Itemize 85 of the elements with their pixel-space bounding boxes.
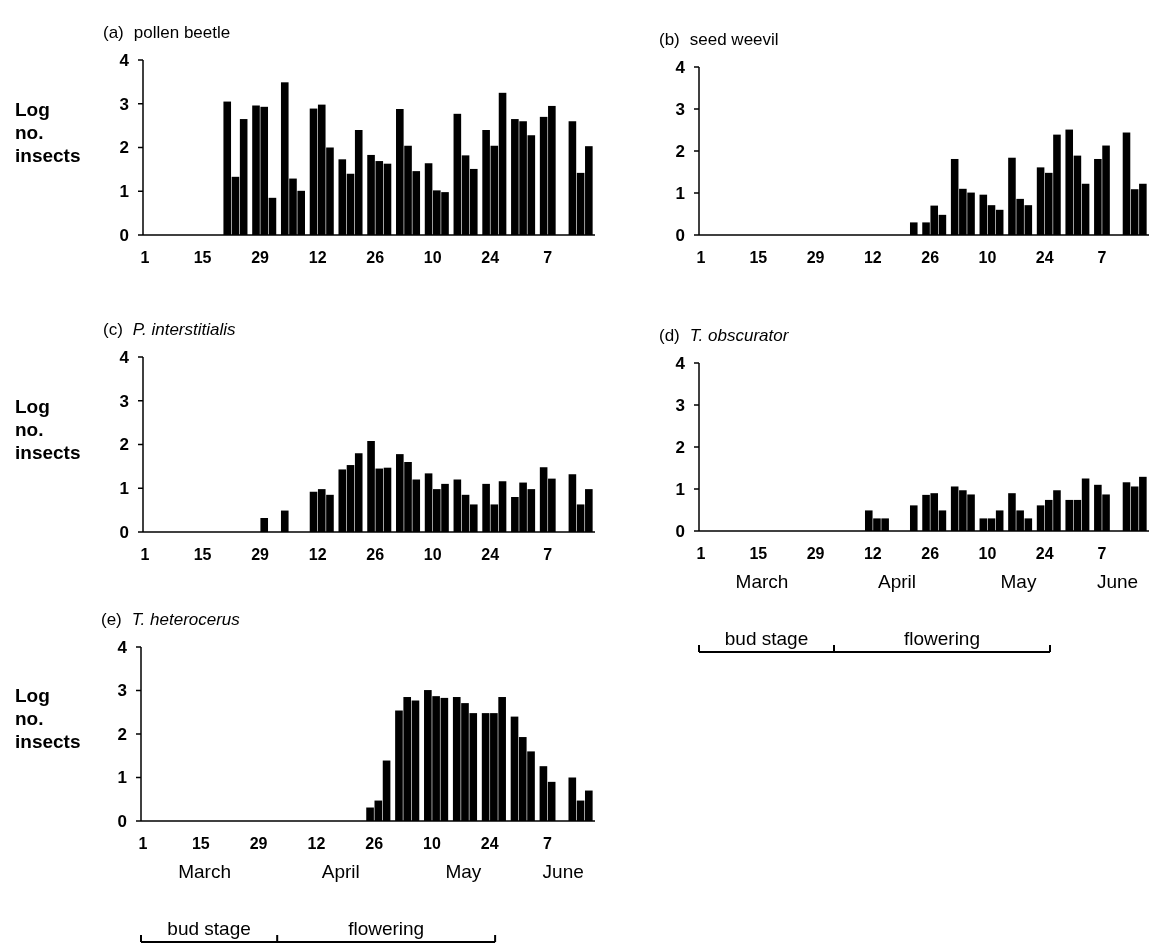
x-tick-label: 1 <box>696 545 706 562</box>
text: March <box>735 571 789 592</box>
text: March <box>178 861 231 882</box>
x-tick-label: 7 <box>543 546 553 563</box>
y-tick-label: 2 <box>675 141 685 161</box>
chart-title: (e) T. heterocerus <box>101 610 241 629</box>
text: April <box>321 861 360 882</box>
x-tick-label: 24 <box>1035 545 1054 562</box>
y-tick-label: 2 <box>119 435 129 455</box>
text: June <box>542 861 584 882</box>
x-tick-label: 24 <box>481 546 500 563</box>
y-tick-label: 3 <box>675 99 685 119</box>
x-tick-label: 1 <box>138 835 148 852</box>
y-tick-label: 0 <box>119 225 129 245</box>
x-tick-label: 7 <box>1097 545 1107 562</box>
y-tick-label: 0 <box>675 225 685 245</box>
y-tick-label: 4 <box>119 50 130 70</box>
y-tick-label: 1 <box>675 479 685 499</box>
text: bud stage <box>167 918 251 939</box>
x-tick-label: 15 <box>193 546 212 563</box>
y-tick-label: 1 <box>675 183 685 203</box>
x-tick-label: 12 <box>863 249 882 266</box>
text: flowering <box>903 628 981 649</box>
x-tick-label: 29 <box>251 249 270 266</box>
x-tick-label: 26 <box>366 546 385 563</box>
x-tick-label: 24 <box>480 835 499 852</box>
text: April <box>877 571 917 592</box>
chart-title: (d) T. obscurator <box>659 326 790 345</box>
x-tick-label: 12 <box>307 835 326 852</box>
y-tick-label: 3 <box>117 681 127 701</box>
y-tick-label: 1 <box>119 479 129 499</box>
chart-title: (a) pollen beetle <box>103 23 231 42</box>
chart-title: (c) P. interstitialis <box>103 320 236 339</box>
x-tick-label: 24 <box>481 249 500 266</box>
y-tick-label: 3 <box>675 395 685 415</box>
y-tick-label: 0 <box>117 811 127 831</box>
x-tick-label: 26 <box>366 249 385 266</box>
text: flowering <box>348 918 425 939</box>
x-tick-label: 29 <box>251 546 270 563</box>
y-tick-label: 1 <box>117 768 127 788</box>
text: June <box>1096 571 1139 592</box>
x-tick-label: 15 <box>749 545 768 562</box>
y-tick-label: 4 <box>117 637 128 657</box>
x-tick-label: 1 <box>140 249 150 266</box>
y-tick-label: 2 <box>119 138 129 158</box>
text: May <box>445 861 482 882</box>
y-tick-label: 1 <box>119 182 129 202</box>
x-tick-label: 10 <box>423 835 441 852</box>
x-tick-label: 26 <box>921 249 940 266</box>
y-axis-title: Log no. insects <box>15 395 81 463</box>
x-tick-label: 12 <box>308 249 327 266</box>
y-tick-label: 3 <box>119 94 129 114</box>
y-tick-label: 3 <box>119 391 129 411</box>
x-tick-label: 10 <box>978 249 997 266</box>
y-tick-label: 4 <box>675 353 686 373</box>
x-tick-label: 29 <box>249 835 268 852</box>
y-axis-title: Log no. insects <box>15 98 81 166</box>
x-tick-label: 1 <box>696 249 706 266</box>
text: May <box>1000 571 1037 592</box>
x-tick-label: 24 <box>1035 249 1054 266</box>
x-tick-label: 10 <box>423 249 442 266</box>
y-tick-label: 2 <box>675 437 685 457</box>
x-tick-label: 7 <box>1097 249 1107 266</box>
x-tick-label: 1 <box>140 546 150 563</box>
x-tick-label: 15 <box>193 249 212 266</box>
x-tick-label: 10 <box>423 546 442 563</box>
text: bud stage <box>724 628 809 649</box>
x-tick-label: 12 <box>863 545 882 562</box>
x-tick-label: 29 <box>806 545 825 562</box>
x-tick-label: 29 <box>806 249 825 266</box>
x-tick-label: 7 <box>543 249 553 266</box>
y-tick-label: 2 <box>117 724 127 744</box>
x-tick-label: 26 <box>365 835 384 852</box>
x-tick-label: 10 <box>978 545 997 562</box>
y-tick-label: 0 <box>675 521 685 541</box>
y-axis-title: Log no. insects <box>15 685 81 752</box>
x-tick-label: 15 <box>749 249 768 266</box>
y-tick-label: 4 <box>119 347 130 367</box>
x-tick-label: 12 <box>308 546 327 563</box>
x-tick-label: 26 <box>921 545 940 562</box>
x-tick-label: 7 <box>543 835 553 852</box>
chart-title: (b) seed weevil <box>659 30 779 49</box>
y-tick-label: 4 <box>675 57 686 77</box>
x-tick-label: 15 <box>191 835 210 852</box>
y-tick-label: 0 <box>119 522 129 542</box>
